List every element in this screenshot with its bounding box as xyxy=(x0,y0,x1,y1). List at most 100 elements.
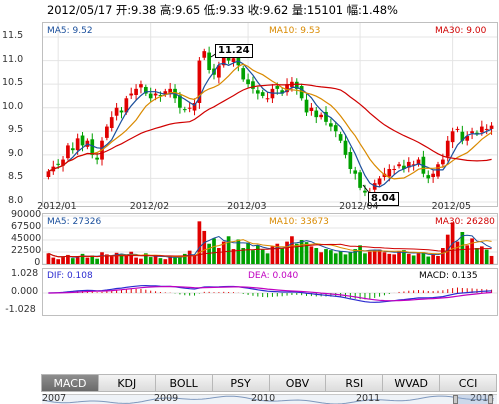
candle-body xyxy=(80,135,85,146)
volume-bar xyxy=(333,253,338,264)
candle-body xyxy=(377,178,382,185)
candle-body xyxy=(217,65,221,78)
volume-bar xyxy=(431,254,435,264)
price-tick-0: 11.5 xyxy=(2,30,24,41)
volume-tick-4: 0 xyxy=(34,257,41,268)
candle-body xyxy=(182,109,187,111)
time-navigator[interactable]: 2007 2009 2010 2011 2012 xyxy=(42,394,497,404)
close-label: 收: xyxy=(247,3,263,17)
price-tick-6: 8.5 xyxy=(8,171,24,183)
volume-bar xyxy=(406,253,411,264)
volume-bar xyxy=(470,238,474,264)
tab-wvad[interactable]: WVAD xyxy=(382,374,441,392)
volume-bar xyxy=(436,256,440,264)
volume-bar xyxy=(182,253,187,264)
ma5-line xyxy=(48,60,492,188)
tab-obv[interactable]: OBV xyxy=(268,374,327,392)
tab-rsi[interactable]: RSI xyxy=(325,374,384,392)
volume-bar xyxy=(231,249,236,264)
ma5-volume-label: MA5: 27326 xyxy=(47,217,102,227)
ma10-volume-label: MA10: 33673 xyxy=(269,217,329,227)
tab-macd[interactable]: MACD xyxy=(41,374,99,392)
volume-bar xyxy=(139,258,143,264)
candle-body xyxy=(348,152,353,169)
candle-body xyxy=(411,164,416,166)
candle-body xyxy=(265,98,270,100)
candle-body xyxy=(163,91,168,95)
ma5-price-label: MA5: 9.52 xyxy=(47,26,93,36)
dif-label: DIF: 0.108 xyxy=(47,271,93,281)
price-tick-2: 10.5 xyxy=(2,77,24,89)
volume-bar xyxy=(61,256,65,264)
volume-bar xyxy=(270,246,275,264)
tab-cci[interactable]: CCI xyxy=(439,374,497,392)
candle-body xyxy=(207,52,211,70)
tab-psy[interactable]: PSY xyxy=(211,374,270,392)
volume-bar xyxy=(392,254,397,264)
volume-bar xyxy=(187,250,192,264)
candle-body xyxy=(338,134,343,141)
ma30-line xyxy=(48,83,492,172)
volume-bar xyxy=(178,255,182,264)
volume-chart[interactable] xyxy=(43,214,497,264)
date-tick-0: 2012/01 xyxy=(37,201,77,212)
volume-bar xyxy=(192,256,197,264)
price-panel: MA5: 9.52 MA10: 9.53 MA30: 9.00 11.24 8.… xyxy=(42,22,498,207)
tab-boll[interactable]: BOLL xyxy=(154,374,213,392)
candle-body xyxy=(450,131,455,143)
candle-body xyxy=(197,60,202,103)
candle-body xyxy=(129,93,134,96)
macd-tick-1: 0.000 xyxy=(11,286,39,297)
candle-body xyxy=(109,117,114,128)
tab-kdj[interactable]: KDJ xyxy=(97,374,156,392)
volume-bar xyxy=(46,253,51,264)
volume-bar xyxy=(353,249,358,264)
nav-year-2011: 2011 xyxy=(356,393,381,404)
candle-body xyxy=(324,111,328,122)
candle-body xyxy=(333,125,338,132)
volume-bar xyxy=(426,256,431,264)
volume-bar xyxy=(402,250,406,264)
price-chart[interactable] xyxy=(43,23,497,206)
volume-bar xyxy=(290,236,294,264)
volume-bar xyxy=(397,251,401,264)
volume-bar xyxy=(51,257,56,264)
volume-bar xyxy=(329,250,333,264)
volume-tick-1: 67500 xyxy=(11,221,42,232)
candle-body xyxy=(246,79,250,85)
candle-body xyxy=(139,84,143,88)
low-label: 低: xyxy=(203,3,219,17)
volume-bar xyxy=(56,259,61,264)
volume-ma30-line xyxy=(48,243,492,258)
candle-body xyxy=(465,136,470,141)
macd-chart[interactable] xyxy=(43,269,497,315)
volume-bar xyxy=(319,252,323,264)
candle-body xyxy=(95,157,99,160)
volume-bar xyxy=(421,252,426,264)
volume-bar xyxy=(265,253,270,264)
date-tick-1: 2012/02 xyxy=(129,201,170,212)
high-value: 9.65 xyxy=(175,3,201,17)
volume-bar xyxy=(168,256,173,264)
price-tick-4: 9.5 xyxy=(8,124,24,136)
candle-body xyxy=(46,171,51,178)
macd-tick-2: -1.028 xyxy=(5,304,36,315)
candle-body xyxy=(475,132,479,134)
candle-body xyxy=(392,169,397,170)
volume-bar xyxy=(129,251,134,264)
volume-bar xyxy=(475,248,479,264)
candle-body xyxy=(294,81,299,89)
candle-body xyxy=(353,170,358,174)
volume-bar xyxy=(221,241,226,264)
candle-body xyxy=(255,90,260,94)
candle-body xyxy=(134,88,138,95)
volume-bar xyxy=(105,254,109,264)
candle-body xyxy=(119,110,124,113)
volume-bar xyxy=(80,253,85,264)
navigator-window[interactable] xyxy=(456,395,490,404)
nav-year-2012: 2012 xyxy=(470,393,495,404)
candle-body xyxy=(168,88,173,95)
candle-body xyxy=(285,84,289,93)
candle-body xyxy=(105,126,109,138)
volume-bar xyxy=(217,248,221,264)
